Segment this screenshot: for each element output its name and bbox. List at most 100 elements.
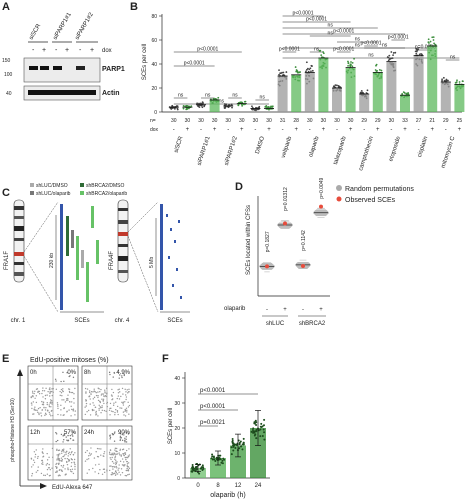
event-dot [127, 392, 129, 394]
event-dot [113, 402, 115, 404]
n-value: 29 [443, 118, 449, 124]
event-dot [113, 465, 115, 468]
event-dot [33, 408, 35, 410]
event-dot [72, 409, 74, 411]
y-ticks: 0 10 20 30 40 [174, 376, 185, 482]
chromosome-4 [117, 199, 129, 283]
event-dot [121, 458, 124, 460]
event-dot [35, 449, 37, 451]
data-point [253, 109, 256, 111]
data-point [421, 53, 423, 56]
event-dot [42, 401, 45, 403]
n-value: 29 [375, 118, 381, 124]
event-dot [86, 450, 88, 452]
event-dot [119, 391, 121, 393]
data-point [308, 68, 311, 71]
event-dot [112, 391, 115, 394]
event-dot [55, 380, 57, 382]
flow-quadrant-plots: 0h 0% 8h 4.9% 12h 57% 24h 90% [27, 365, 133, 481]
event-dot [128, 473, 130, 475]
p-value-label: ns [328, 31, 334, 37]
event-dot [119, 439, 122, 441]
event-dot [44, 398, 47, 400]
event-dot [124, 439, 126, 442]
event-dot [30, 466, 33, 468]
event-dot [113, 472, 116, 475]
event-dot [104, 389, 106, 391]
event-dot [91, 408, 94, 411]
event-dot [124, 394, 127, 396]
event-dot [124, 441, 126, 443]
event-dot [46, 473, 49, 475]
data-point [259, 435, 262, 438]
sce-axis-label: SCEs [74, 318, 89, 324]
x-tick-label: 12 [235, 483, 242, 489]
event-dot [92, 391, 94, 393]
event-dot [72, 376, 75, 379]
event-dot [123, 374, 125, 377]
event-dot [114, 449, 116, 451]
panel-a-western-blot: siSCR siPARP1#1 siPARP1#2 - + - + - + do… [2, 11, 125, 101]
panel-c-right-ideogram: FRA4F chr. 4 5 Mb SCEs [109, 199, 190, 324]
event-dot [108, 409, 111, 411]
event-dot [88, 452, 91, 454]
event-dot [105, 387, 108, 390]
event-dot [97, 399, 100, 402]
event-dot [100, 394, 103, 396]
event-dot [45, 464, 48, 466]
event-dot [60, 391, 63, 394]
data-point [200, 102, 203, 105]
event-dot [127, 391, 130, 393]
event-dot [42, 448, 44, 450]
event-dot [41, 392, 43, 395]
dox-sign: + [376, 127, 380, 133]
event-dot [35, 401, 38, 404]
event-dot [105, 410, 107, 413]
p-value-label: p=0.0206 [415, 45, 436, 51]
event-dot [48, 411, 51, 414]
data-point [271, 105, 274, 108]
data-point [285, 71, 288, 73]
data-point [403, 92, 406, 94]
event-dot [51, 401, 53, 404]
event-dot [106, 392, 108, 394]
group-label: veliparib [281, 135, 294, 159]
event-dot [31, 392, 34, 394]
event-dot [72, 435, 74, 437]
event-dot [113, 432, 116, 434]
event-dot [44, 394, 47, 397]
event-dot [84, 387, 87, 390]
event-dot [60, 465, 63, 467]
event-dot [59, 453, 61, 455]
event-dot [113, 462, 115, 464]
mean-bar [400, 95, 410, 112]
event-dot [115, 401, 117, 403]
sce-track [66, 216, 69, 256]
data-point [427, 41, 430, 44]
x-axis-label: EdU-Alexa 647 [52, 485, 93, 491]
data-point [212, 455, 215, 458]
data-point [195, 465, 198, 468]
treatment-sign: + [283, 307, 287, 313]
event-dot [99, 468, 101, 471]
data-point [390, 57, 393, 60]
event-dot [63, 414, 65, 416]
event-dot [63, 434, 65, 436]
legend-entry: Random permutations [345, 186, 414, 193]
event-dot [95, 414, 97, 416]
event-dot [101, 398, 103, 400]
dox-sign: + [42, 47, 46, 54]
event-dot [37, 407, 40, 410]
data-point [211, 458, 214, 461]
timepoint-label: 8h [84, 370, 91, 376]
event-dot [126, 460, 129, 463]
data-point [418, 53, 421, 56]
data-point [349, 65, 352, 68]
legend-swatch [80, 191, 84, 195]
event-dot [102, 455, 104, 457]
legend-swatch [80, 183, 84, 187]
treatment-sign: - [302, 307, 304, 313]
event-dot [32, 459, 35, 461]
event-dot [128, 388, 130, 391]
